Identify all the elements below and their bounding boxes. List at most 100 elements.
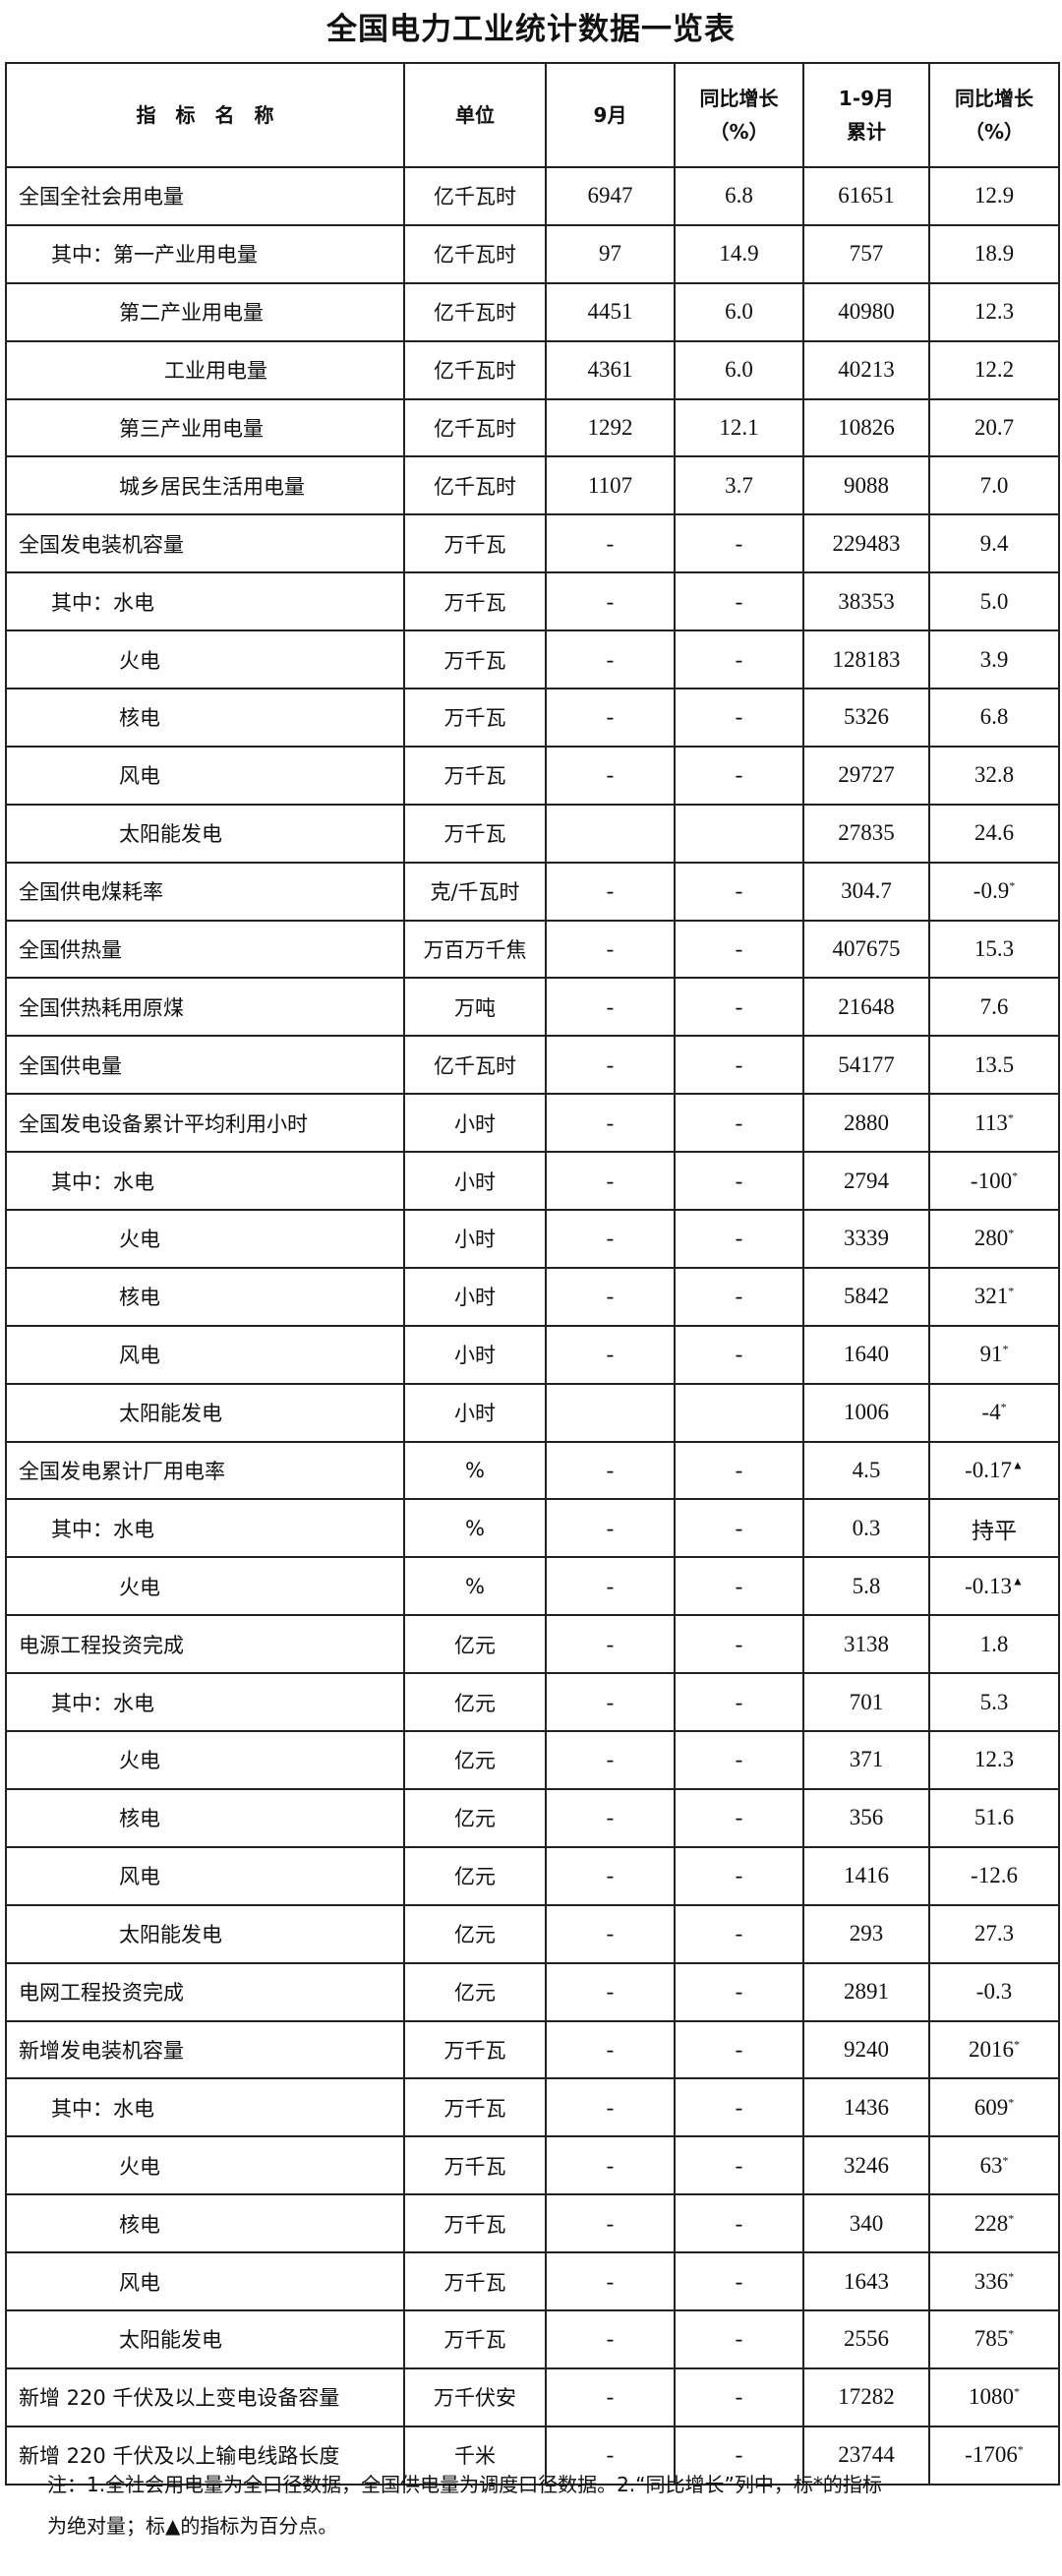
month-yoy-cell: - (674, 1324, 804, 1385)
unit-cell: 亿千瓦时 (403, 281, 547, 342)
table-row: 全国发电累计厂用电率% - -4.5 -0.17▲ (5, 1440, 1060, 1501)
footnote-mark: ▲ (1012, 1458, 1024, 1472)
cumulative-value-cell: 128183 (802, 629, 930, 690)
name-cell: 火电 (5, 2135, 405, 2196)
month-value-cell: - (545, 513, 676, 574)
unit-cell: 万千瓦 (403, 2193, 547, 2254)
month-value-cell: - (545, 861, 676, 922)
table-row: 全国供热量 万百万千焦 - -407675 15.3 (5, 919, 1060, 980)
cumulative-yoy-cell: 1080* (928, 2366, 1060, 2427)
month-yoy-cell: - (674, 861, 804, 922)
footnote-mark: * (1009, 878, 1016, 893)
cumulative-yoy-cell: -100* (928, 1151, 1060, 1212)
header-unit: 单位 (403, 62, 547, 168)
table-row: 其中：水电% - -0.3 持平 (5, 1498, 1060, 1559)
unit-cell: 亿千瓦时 (403, 223, 547, 284)
cumulative-value-cell: 371 (802, 1730, 930, 1790)
unit-cell: 小时 (403, 1209, 547, 1269)
table-row: 火电% - -5.8 -0.13▲ (5, 1556, 1060, 1617)
month-yoy-cell (674, 803, 804, 864)
cumulative-yoy-cell: 228* (928, 2193, 1060, 2254)
footnote-mark: * (1008, 2326, 1015, 2341)
name-cell: 风电 (5, 2251, 405, 2311)
unit-cell: 万千瓦 (403, 745, 547, 806)
cumulative-yoy-cell: 2016* (928, 2019, 1060, 2080)
footnote-mark: ▲ (1012, 1574, 1024, 1588)
name-cell: 工业用电量 (5, 339, 405, 400)
cumulative-yoy-cell: 12.3 (928, 281, 1060, 342)
month-yoy-cell: - (674, 1556, 804, 1617)
name-cell: 核电 (5, 1787, 405, 1848)
table-row: 城乡居民生活用电量 亿千瓦时 1107 3.7 9088 7.0 (5, 455, 1060, 516)
month-yoy-cell: - (674, 1961, 804, 2022)
month-value-cell: - (545, 1787, 676, 1848)
month-value-cell: - (545, 1845, 676, 1906)
month-yoy-cell: - (674, 571, 804, 632)
name-cell: 风电 (5, 745, 405, 806)
table-row: 太阳能发电 万千瓦 - -2556 785* (5, 2308, 1060, 2369)
unit-cell: 亿元 (403, 1845, 547, 1906)
month-value-cell: 6947 (545, 166, 676, 226)
cumulative-value-cell: 3339 (802, 1209, 930, 1269)
table-row: 火电 万千瓦 - -128183 3.9 (5, 629, 1060, 690)
cumulative-value-cell: 4.5 (802, 1440, 930, 1501)
table-row: 其中：水电 万千瓦 - -1436 609* (5, 2077, 1060, 2138)
name-cell: 太阳能发电 (5, 803, 405, 864)
cumulative-value-cell: 5326 (802, 688, 930, 748)
name-cell: 城乡居民生活用电量 (5, 455, 405, 516)
cumulative-value-cell: 54177 (802, 1035, 930, 1096)
month-yoy-cell: - (674, 1903, 804, 1964)
cumulative-yoy-cell: -1706* (928, 2425, 1060, 2486)
footnote-mark: * (1002, 2153, 1009, 2168)
name-cell: 其中：水电 (5, 1498, 405, 1559)
name-cell: 全国供电煤耗率 (5, 861, 405, 922)
month-value-cell: - (545, 1035, 676, 1096)
month-yoy-cell: - (674, 2308, 804, 2369)
cumulative-yoy-cell: 18.9 (928, 223, 1060, 284)
table-row: 全国供热耗用原煤 万吨 - -21648 7.6 (5, 977, 1060, 1038)
footnote-mark: * (1008, 2210, 1015, 2225)
month-value-cell: 1107 (545, 455, 676, 516)
name-cell: 全国供热量 (5, 919, 405, 980)
month-value-cell: - (545, 2251, 676, 2311)
table-row: 火电 亿元 - -371 12.3 (5, 1730, 1060, 1790)
cumulative-yoy-cell: 12.9 (928, 166, 1060, 226)
cumulative-value-cell: 229483 (802, 513, 930, 574)
name-cell: 全国供电量 (5, 1035, 405, 1096)
unit-cell: 万千伏安 (403, 2366, 547, 2427)
table-header-row: 指 标 名 称 单位 9月 同比增长 （%） 1-9月 累计 同比增长 （%） (5, 62, 1060, 168)
cumulative-value-cell: 1643 (802, 2251, 930, 2311)
name-cell: 火电 (5, 1730, 405, 1790)
cumulative-yoy-cell: 609* (928, 2077, 1060, 2138)
month-yoy-cell: - (674, 1845, 804, 1906)
cumulative-yoy-cell: 持平 (928, 1498, 1060, 1559)
unit-cell: 万千瓦 (403, 513, 547, 574)
table-row: 太阳能发电 亿元 - -293 27.3 (5, 1903, 1060, 1964)
cumulative-yoy-cell: 15.3 (928, 919, 1060, 980)
month-value-cell: - (545, 1093, 676, 1154)
footnote-mark: * (1014, 2384, 1020, 2399)
unit-cell: 万千瓦 (403, 2308, 547, 2369)
header-name: 指 标 名 称 (5, 62, 405, 168)
unit-cell: 亿千瓦时 (403, 1035, 547, 1096)
month-value-cell: - (545, 919, 676, 980)
month-value-cell: 4361 (545, 339, 676, 400)
month-value-cell: - (545, 1209, 676, 1269)
cumulative-value-cell: 21648 (802, 977, 930, 1038)
table-row: 第三产业用电量 亿千瓦时 1292 12.1 10826 20.7 (5, 397, 1060, 458)
name-cell: 其中：水电 (5, 1672, 405, 1733)
month-value-cell: - (545, 1903, 676, 1964)
footnote-mark: * (1008, 1226, 1015, 1240)
unit-cell: 亿千瓦时 (403, 455, 547, 516)
table-row: 其中：水电 万千瓦 - -38353 5.0 (5, 571, 1060, 632)
footnote-mark: * (1000, 1400, 1007, 1414)
table-row: 太阳能发电 万千瓦 27835 24.6 (5, 803, 1060, 864)
unit-cell: 万千瓦 (403, 2077, 547, 2138)
month-value-cell: - (545, 1614, 676, 1675)
unit-cell: 亿千瓦时 (403, 166, 547, 226)
table-row: 电网工程投资完成 亿元 - -2891 -0.3 (5, 1961, 1060, 2022)
cumulative-value-cell: 2794 (802, 1151, 930, 1212)
cumulative-yoy-cell: -0.13▲ (928, 1556, 1060, 1617)
unit-cell: 亿千瓦时 (403, 397, 547, 458)
table-row: 核电 小时 - -5842 321* (5, 1266, 1060, 1327)
